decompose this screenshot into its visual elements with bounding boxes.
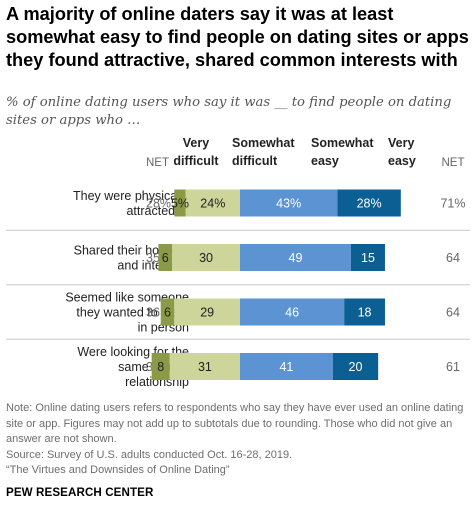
value-somewhat-difficult-2: 30 bbox=[199, 251, 213, 265]
header-net-right: NET bbox=[442, 157, 465, 169]
value-very-easy-3: 18 bbox=[358, 306, 372, 320]
value-very-easy-2: 15 bbox=[361, 251, 375, 265]
value-very-difficult-1: 5% bbox=[171, 197, 189, 211]
row-label-3-line-1: Seemed like someone bbox=[65, 291, 189, 305]
value-somewhat-easy-4: 41 bbox=[279, 360, 293, 374]
bar-very-difficult-3 bbox=[160, 298, 175, 326]
pew-logo-text: PEW RESEARCH CENTER bbox=[6, 486, 154, 499]
header-somewhat-difficult-1: Somewhat bbox=[232, 136, 295, 150]
bar-somewhat-easy-1 bbox=[240, 189, 338, 217]
chart-title: A majority of online daters say it was a… bbox=[6, 4, 469, 70]
value-somewhat-easy-1: 43% bbox=[276, 197, 301, 211]
value-somewhat-easy-3: 46 bbox=[285, 306, 299, 320]
chart-subtitle: % of online dating users who say it was … bbox=[6, 95, 452, 128]
net-easy-1: 71% bbox=[440, 197, 465, 211]
bar-very-difficult-1 bbox=[174, 189, 186, 217]
value-very-easy-1: 28% bbox=[357, 197, 382, 211]
bar-somewhat-difficult-2 bbox=[172, 244, 240, 271]
row-label-1-line-1: They were physically bbox=[73, 189, 190, 203]
net-difficult-1: 28% bbox=[146, 197, 171, 211]
value-very-difficult-4: 8 bbox=[157, 360, 164, 374]
header-very-easy-1: Very bbox=[388, 136, 414, 150]
net-easy-3: 64 bbox=[446, 306, 460, 320]
bar-somewhat-easy-3 bbox=[240, 298, 345, 326]
bar-somewhat-easy-4 bbox=[240, 353, 333, 380]
header-very-easy-2: easy bbox=[388, 154, 416, 168]
chart-footer: Note: Online dating users refers to resp… bbox=[6, 401, 472, 479]
source-note: Source: Survey of U.S. adults conducted … bbox=[6, 448, 293, 461]
header-somewhat-easy-1: Somewhat bbox=[311, 136, 374, 150]
header-somewhat-easy-2: easy bbox=[311, 154, 339, 168]
bar-very-difficult-4 bbox=[151, 353, 170, 380]
report-title: “The Virtues and Downsides of Online Dat… bbox=[6, 464, 230, 476]
value-very-difficult-3: 6 bbox=[164, 306, 171, 320]
header-net-left: NET bbox=[146, 157, 169, 169]
value-somewhat-difficult-4: 31 bbox=[198, 360, 212, 374]
row-label-1-line-2: attracted to bbox=[126, 204, 189, 218]
bar-very-easy-1 bbox=[337, 189, 401, 217]
header-somewhat-difficult-2: difficult bbox=[232, 154, 278, 168]
bar-very-easy-3 bbox=[344, 298, 385, 326]
value-somewhat-difficult-1: 24% bbox=[200, 197, 225, 211]
net-difficult-3: 36 bbox=[146, 306, 160, 320]
bar-somewhat-difficult-4 bbox=[169, 353, 240, 380]
bar-somewhat-easy-2 bbox=[240, 244, 351, 271]
diverging-bar-chart: NET NET Very difficult Somewhat difficult Some… bbox=[6, 136, 470, 389]
value-somewhat-easy-2: 49 bbox=[289, 251, 303, 265]
footnote: Note: Online dating users refers to resp… bbox=[6, 402, 464, 445]
value-somewhat-difficult-3: 29 bbox=[200, 306, 214, 320]
net-easy-4: 61 bbox=[446, 360, 460, 374]
bar-very-easy-4 bbox=[332, 353, 379, 380]
bar-somewhat-difficult-3 bbox=[174, 298, 240, 326]
bar-very-difficult-2 bbox=[158, 244, 173, 271]
header-very-difficult-2: difficult bbox=[173, 154, 219, 168]
bar-somewhat-difficult-1 bbox=[185, 189, 240, 217]
value-very-difficult-2: 6 bbox=[162, 251, 169, 265]
net-difficult-2: 35 bbox=[146, 251, 160, 265]
net-easy-2: 64 bbox=[446, 251, 460, 265]
bar-very-easy-2 bbox=[350, 244, 385, 271]
value-very-easy-4: 20 bbox=[349, 360, 363, 374]
header-very-difficult-1: Very bbox=[183, 136, 209, 150]
